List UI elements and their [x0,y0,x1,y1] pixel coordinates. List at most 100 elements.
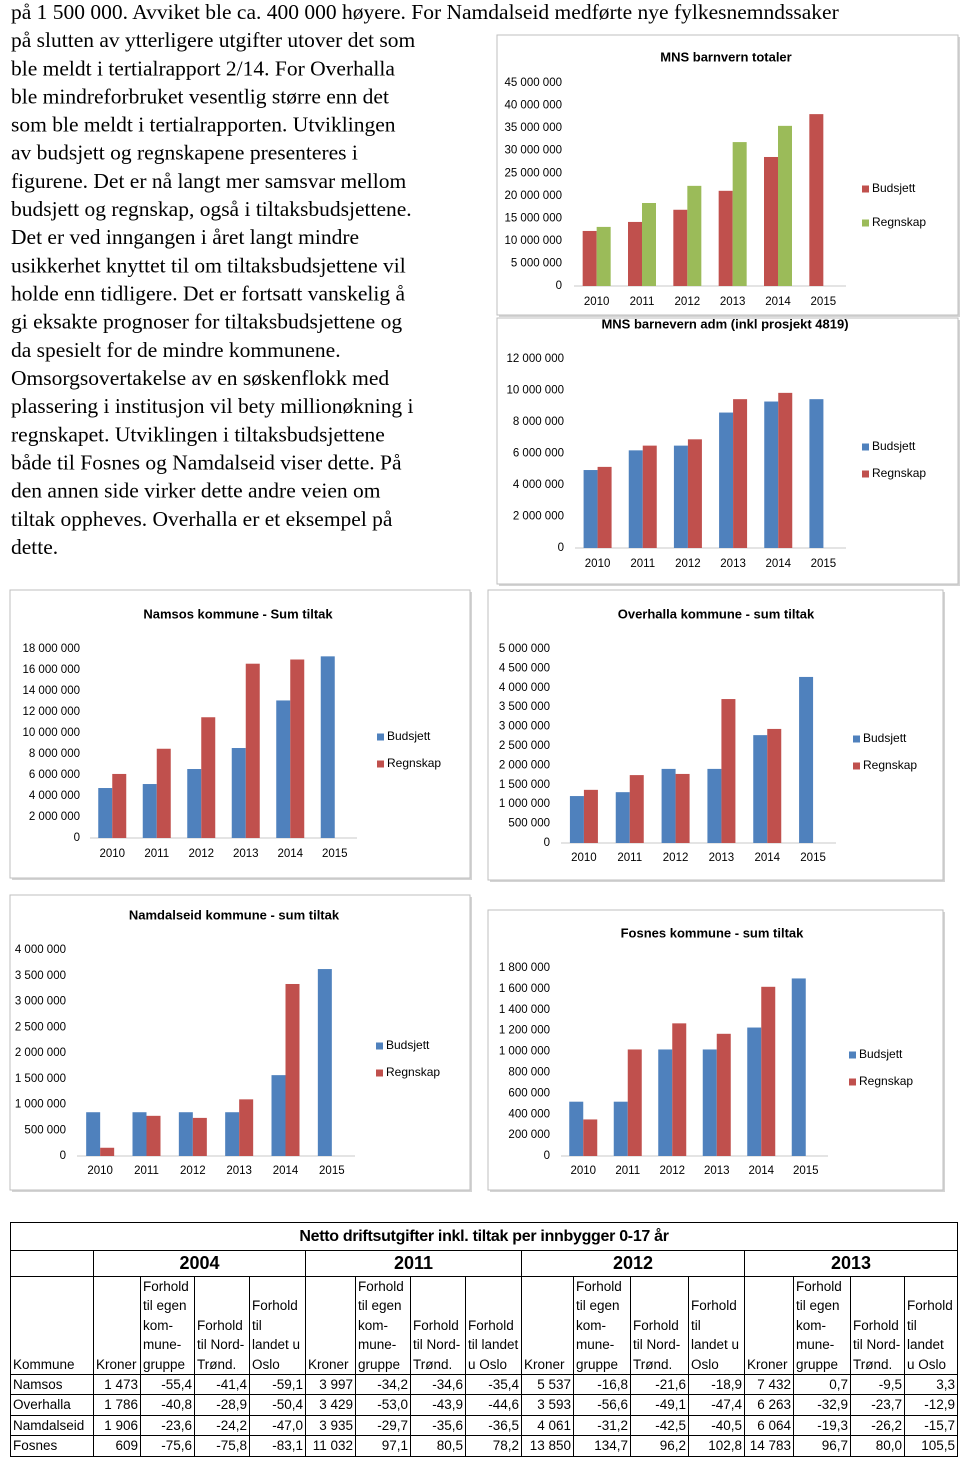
bar [285,983,300,1156]
y-tick-label: 2 000 000 [513,511,564,523]
bar [231,748,246,838]
bar [761,986,776,1156]
x-tick-label: 2014 [765,558,791,570]
y-tick-label: 600 000 [508,1087,550,1099]
y-tick-label: 0 [74,832,80,844]
table-cell: -47,0 [249,1414,306,1437]
legend-label: Budsjett [387,729,431,743]
column-header: Forhold til egen kom- mune- gruppe [140,1275,195,1376]
table-cell: -24,2 [194,1414,250,1437]
y-tick-label: 8 000 000 [29,748,80,760]
bar [615,792,630,843]
legend-swatch [862,219,869,227]
bar [290,659,305,838]
table-cell: -50,4 [249,1394,306,1416]
column-header: Forhold til egen kom- mune- gruppe [573,1275,631,1376]
paragraph-line: regnskapet. Utviklingen i tiltaksbudsjet… [11,422,385,446]
bar [317,969,332,1156]
y-tick-label: 14 000 000 [22,685,80,697]
x-tick-label: 2015 [319,1165,345,1177]
bar [582,230,597,286]
table-cell: -41,4 [194,1374,250,1396]
table-cell: -15,7 [903,1414,959,1437]
paragraph-line: tiltak oppheves. Overhalla er et eksempe… [11,507,393,531]
x-tick-label: 2015 [811,296,837,308]
legend-swatch [862,185,869,193]
table-cell: 1 786 [93,1394,141,1416]
x-tick-label: 2012 [180,1165,206,1177]
table-cell: 5 537 [521,1374,574,1396]
y-tick-label: 30 000 000 [504,145,562,157]
y-tick-label: 0 [60,1150,66,1162]
y-tick-label: 6 000 000 [513,448,564,460]
chart-title: Namsos kommune - Sum tiltak [143,606,333,621]
bar [187,769,202,838]
y-tick-label: 1 800 000 [499,962,550,974]
x-tick-label: 2012 [675,558,701,570]
table-cell: -55,4 [140,1374,195,1396]
legend-label: Budsjett [859,1047,903,1061]
x-tick-label: 2014 [277,848,303,860]
column-header: Kroner [93,1275,141,1376]
bar [675,773,690,843]
legend-label: Regnskap [386,1065,440,1079]
bar [809,114,824,286]
table-cell: -43,9 [410,1394,466,1416]
row-label: Namdalseid [10,1414,94,1437]
bar [201,717,216,838]
x-tick-label: 2012 [188,848,214,860]
document-canvas: på 1 500 000. Avviket ble ca. 400 000 hø… [9,0,960,1192]
table-cell: 3 593 [521,1394,574,1416]
y-tick-label: 3 000 000 [499,721,550,733]
y-tick-label: 1 400 000 [499,1004,550,1016]
y-tick-label: 2 000 000 [15,1047,66,1059]
paragraph-line: plassering i institusjon vil bety millio… [11,394,414,418]
bar [642,445,657,548]
y-tick-label: 4 000 000 [15,944,66,956]
x-tick-label: 2014 [765,296,791,308]
table-cell: -34,2 [355,1374,411,1396]
paragraph-line: ble meldt i tertialrapport 2/14. For Ove… [11,56,395,80]
column-header: Forhold til landet u Oslo [688,1275,745,1376]
y-tick-label: 2 000 000 [29,811,80,823]
x-tick-label: 2011 [615,1165,640,1177]
bar [583,789,598,843]
table-cell: -75,8 [194,1435,250,1457]
corner-cell [10,1250,94,1277]
table-cell: 102,8 [688,1435,745,1457]
column-header: Kommune [10,1275,94,1376]
chart-title: Overhalla kommune - sum tiltak [618,606,815,621]
bar [178,1112,193,1156]
column-header: Forhold til landet u Oslo [903,1275,959,1376]
bar [687,439,702,548]
bar [320,656,335,838]
bar [276,700,291,838]
paragraph-line: på 1 500 000. Avviket ble ca. 400 000 hø… [11,0,839,24]
table-cell: -12,9 [903,1394,959,1416]
x-tick-label: 2014 [273,1165,299,1177]
chart-title: MNS barnevern adm (inkl prosjekt 4819) [601,316,848,331]
table-cell: 3 935 [305,1414,356,1437]
y-tick-label: 400 000 [508,1108,550,1120]
legend-swatch [377,760,384,768]
y-tick-label: 10 000 000 [504,235,562,247]
table-cell: -40,5 [688,1414,745,1437]
y-tick-label: 1 200 000 [499,1025,550,1037]
column-header: Forhold til Nord- Trønd. [630,1275,689,1376]
y-tick-label: 16 000 000 [22,664,80,676]
y-tick-label: 12 000 000 [22,706,80,718]
paragraph-line: både til Fosnes og Namdalseid viser dett… [11,450,402,474]
table-cell: 105,5 [903,1435,959,1457]
y-tick-label: 6 000 000 [29,769,80,781]
bar [225,1112,240,1156]
table-cell: 0,7 [793,1374,851,1396]
x-tick-label: 2012 [675,296,701,308]
table-cell: -31,2 [573,1414,631,1437]
table-cell: 13 850 [521,1435,574,1457]
table-cell: -47,4 [688,1394,745,1416]
table-cell: -75,6 [140,1435,195,1457]
row-label: Overhalla [10,1394,94,1416]
x-tick-label: 2015 [800,852,826,864]
bar [628,450,643,548]
bar [733,399,748,548]
